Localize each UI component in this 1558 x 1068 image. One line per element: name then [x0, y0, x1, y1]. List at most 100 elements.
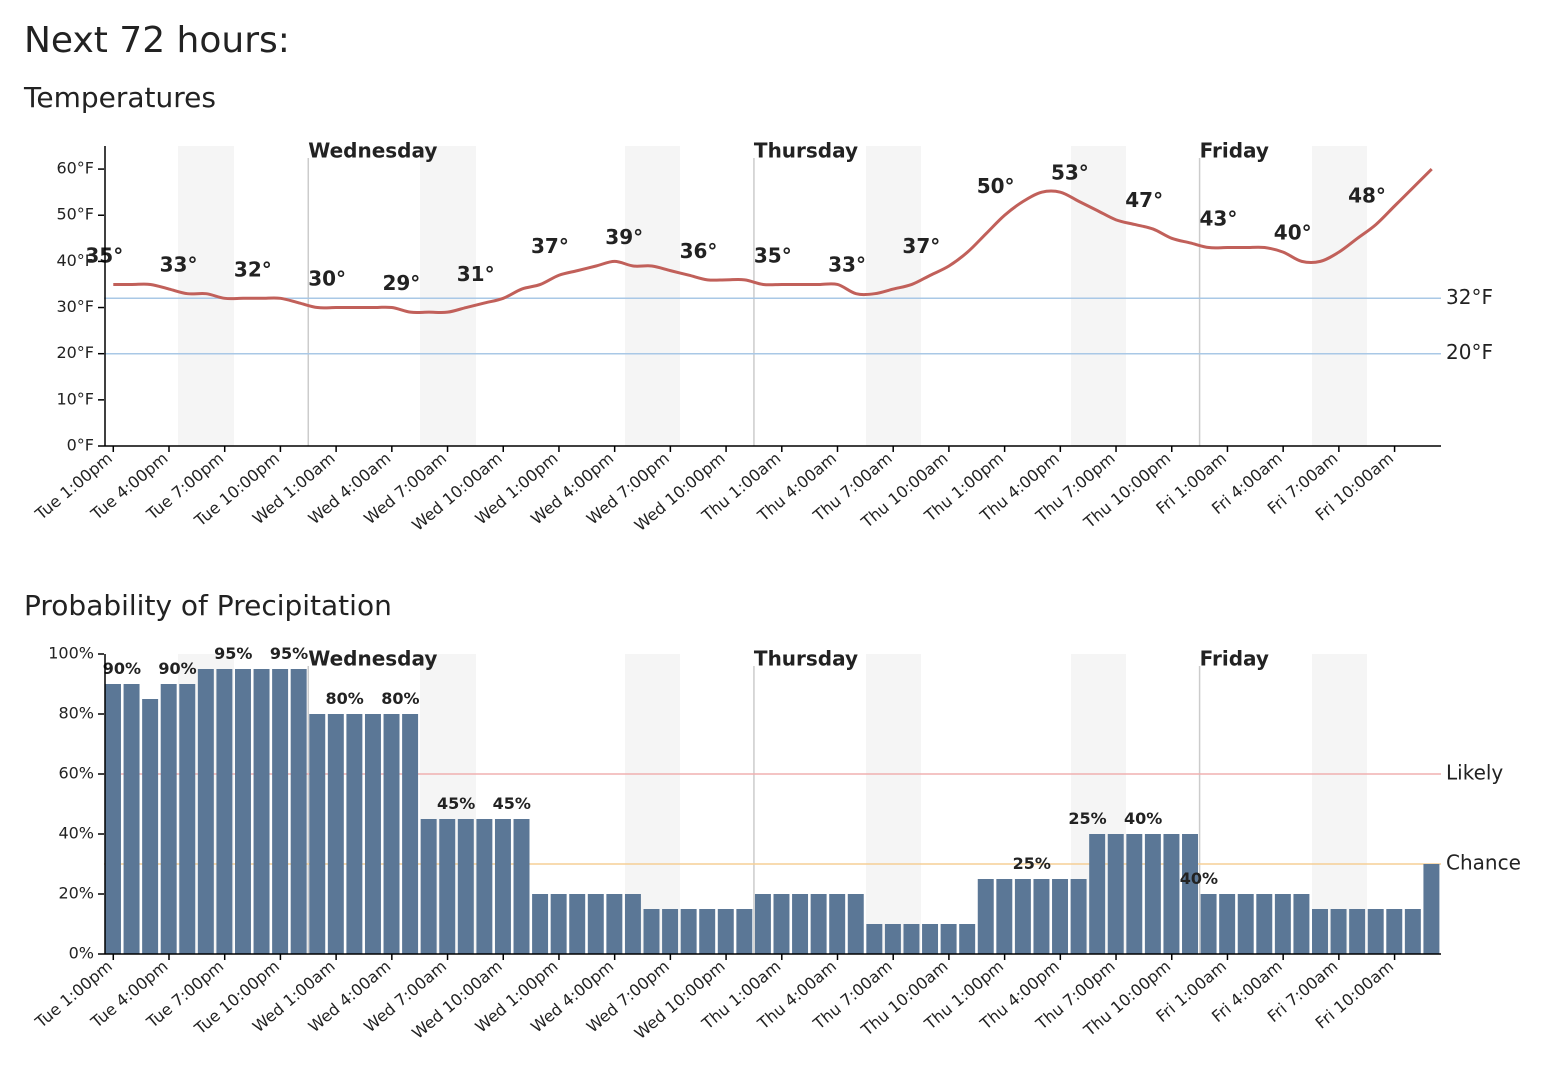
bar: [1089, 834, 1106, 954]
bar: [940, 924, 957, 954]
value-label: 32°: [234, 257, 272, 281]
bar: [773, 894, 790, 954]
bar: [142, 699, 159, 954]
value-label: 80%: [326, 689, 364, 708]
bar: [792, 894, 809, 954]
night-band: [178, 146, 234, 446]
reference-label: 20°F: [1446, 340, 1493, 364]
y-tick-label: 0%: [69, 944, 94, 963]
bar: [1237, 894, 1254, 954]
bar: [1052, 879, 1069, 954]
y-tick-label: 60%: [58, 764, 94, 783]
bar: [420, 819, 437, 954]
value-label: 37°: [531, 234, 569, 258]
reference-label: Likely: [1446, 761, 1503, 785]
bar: [457, 819, 474, 954]
value-label: 33°: [160, 253, 198, 277]
day-label: Friday: [1200, 647, 1269, 671]
bar: [1367, 909, 1384, 954]
value-label: 90%: [158, 659, 196, 678]
bar: [1330, 909, 1347, 954]
y-tick-label: 50°F: [56, 205, 94, 224]
night-band: [625, 146, 680, 446]
bar: [272, 669, 289, 954]
bar: [587, 894, 604, 954]
bar: [550, 894, 567, 954]
y-tick-label: 40°F: [56, 251, 94, 270]
bar: [680, 909, 697, 954]
value-label: 95%: [214, 644, 252, 663]
bar: [606, 894, 623, 954]
bar: [1404, 909, 1421, 954]
bar: [197, 669, 214, 954]
bar: [643, 909, 660, 954]
value-label: 35°: [754, 243, 792, 267]
bar: [717, 909, 734, 954]
bar: [829, 894, 846, 954]
bar: [1256, 894, 1273, 954]
bar: [922, 924, 939, 954]
bar: [105, 684, 121, 954]
value-label: 48°: [1348, 183, 1386, 207]
night-band: [866, 146, 921, 446]
bar: [1423, 864, 1440, 954]
bar: [736, 909, 753, 954]
value-label: 95%: [270, 644, 308, 663]
bar: [847, 894, 864, 954]
value-label: 47°: [1125, 188, 1163, 212]
bar: [160, 684, 177, 954]
value-label: 33°: [828, 253, 866, 277]
bar: [290, 669, 307, 954]
bar: [699, 909, 716, 954]
bar: [1144, 834, 1161, 954]
bar: [383, 714, 400, 954]
bar: [1107, 834, 1124, 954]
bar: [1312, 909, 1328, 954]
bar: [179, 684, 196, 954]
bar: [624, 894, 641, 954]
y-tick-label: 100%: [48, 644, 94, 663]
value-label: 40%: [1124, 809, 1162, 828]
day-label: Thursday: [754, 647, 858, 671]
page-title: Next 72 hours:: [24, 20, 290, 61]
value-label: 40%: [1180, 869, 1218, 888]
bar: [476, 819, 493, 954]
bar: [1126, 834, 1143, 954]
value-label: 53°: [1051, 160, 1089, 184]
day-label: Wednesday: [308, 647, 437, 671]
value-label: 50°: [977, 174, 1015, 198]
bar: [866, 924, 883, 954]
bar: [1386, 909, 1403, 954]
night-band: [420, 146, 476, 446]
day-label: Friday: [1200, 139, 1269, 163]
bar: [123, 684, 140, 954]
night-band: [1071, 146, 1126, 446]
value-label: 37°: [902, 234, 940, 258]
day-label: Wednesday: [308, 139, 437, 163]
reference-label: Chance: [1446, 851, 1521, 875]
y-tick-label: 20°F: [56, 343, 94, 362]
bar: [216, 669, 233, 954]
bar: [1014, 879, 1031, 954]
bar: [1163, 834, 1180, 954]
y-tick-label: 0°F: [67, 436, 94, 455]
value-label: 25%: [1013, 854, 1051, 873]
bar: [402, 714, 419, 954]
bar: [884, 924, 901, 954]
bar: [532, 894, 549, 954]
y-tick-label: 20%: [58, 884, 94, 903]
bar: [309, 714, 326, 954]
value-label: 39°: [605, 225, 643, 249]
reference-label: 32°F: [1446, 285, 1493, 309]
bar: [662, 909, 679, 954]
y-tick-label: 80%: [58, 704, 94, 723]
temperature-line: [113, 168, 1433, 314]
value-label: 80%: [381, 689, 419, 708]
bar: [1349, 909, 1366, 954]
y-tick-label: 30°F: [56, 297, 94, 316]
bar: [234, 669, 251, 954]
value-label: 31°: [457, 262, 495, 286]
bar: [1219, 894, 1236, 954]
value-label: 29°: [382, 271, 420, 295]
